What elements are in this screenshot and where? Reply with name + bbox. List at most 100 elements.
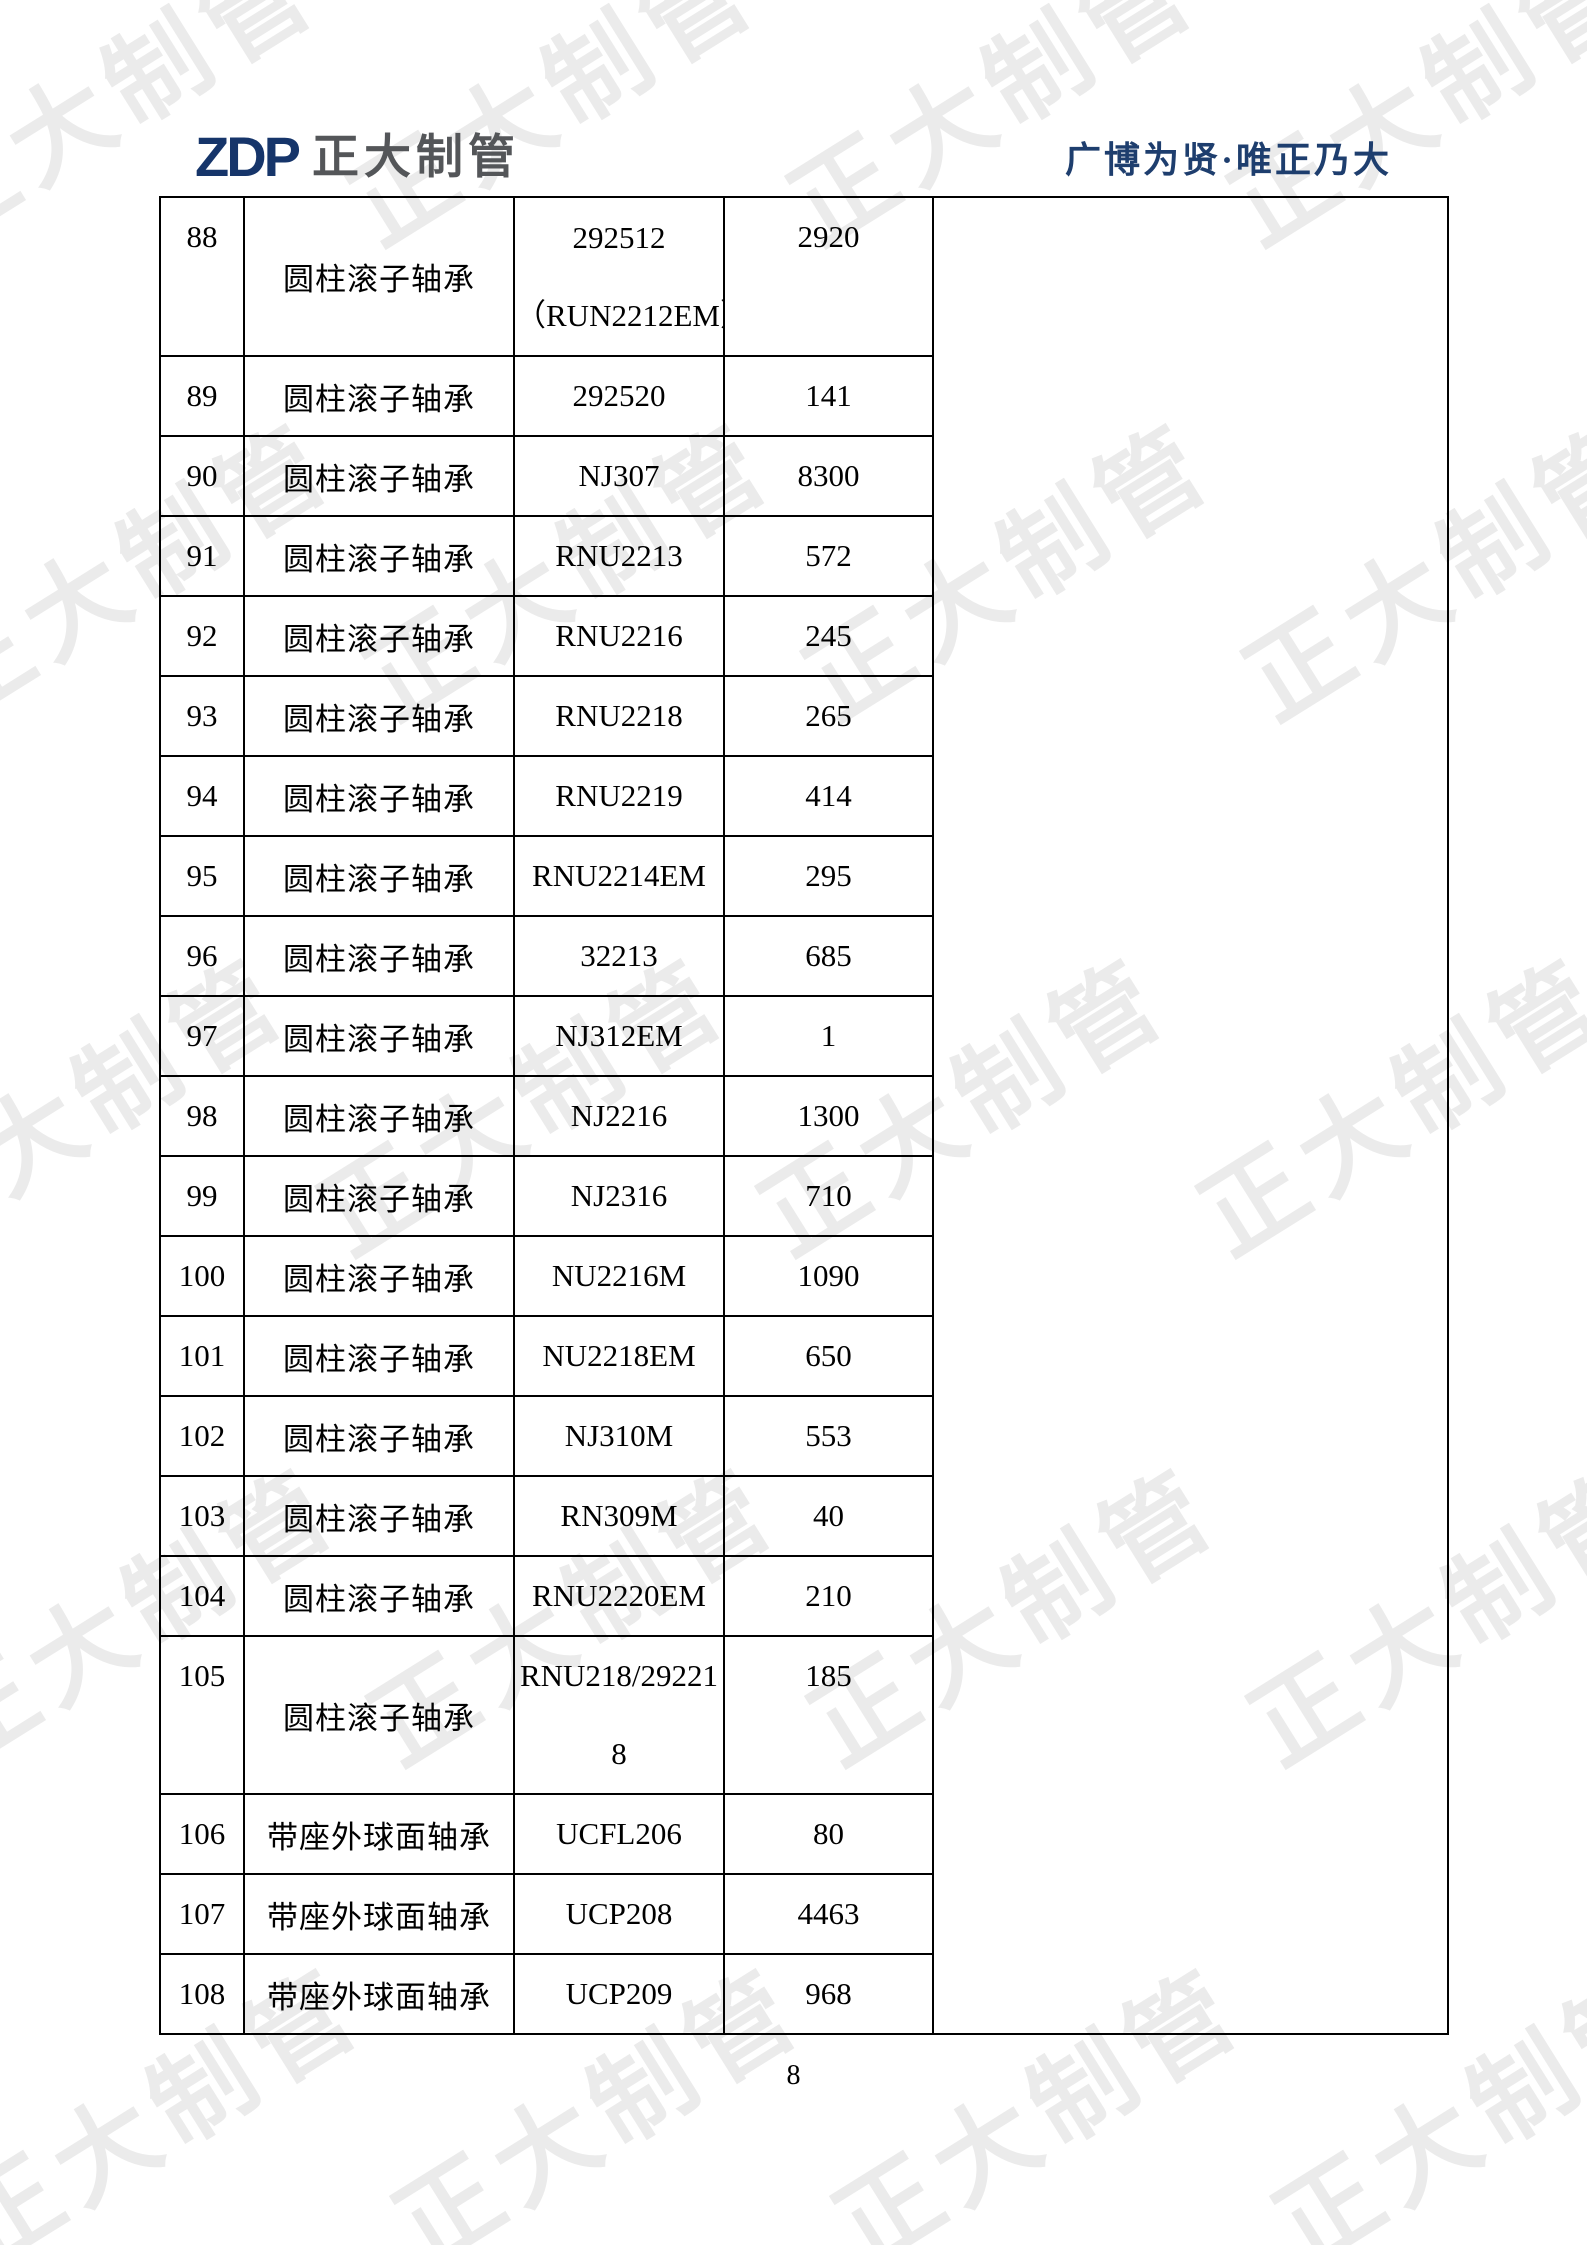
row-number-cell: 88 <box>159 196 245 357</box>
model-cell: 32213 <box>513 915 725 997</box>
model-line: NU2216M <box>551 1258 687 1293</box>
bearing-type-cell: 圆柱滚子轴承 <box>243 1075 515 1157</box>
model-cell: RNU2216 <box>513 595 725 677</box>
model-cell: RNU2218 <box>513 675 725 757</box>
company-logo: ZDP 正大制管 <box>195 125 520 188</box>
model-line: RNU2214EM <box>532 858 706 893</box>
model-cell: UCP209 <box>513 1953 725 2035</box>
inventory-table: 88圆柱滚子轴承292512（RUN2212EM）292089圆柱滚子轴承292… <box>159 196 1449 2035</box>
model-cell: NJ312EM <box>513 995 725 1077</box>
quantity-cell: 185 <box>723 1635 934 1795</box>
table-row: 99 圆柱滚子轴承 NJ2316 710 <box>159 1155 1448 1237</box>
quantity-cell: 572 <box>723 515 934 597</box>
model-line: RNU2213 <box>555 538 683 573</box>
table-row: 107 带座外球面轴承 UCP208 4463 <box>159 1873 1448 1955</box>
model-cell: NU2218EM <box>513 1315 725 1397</box>
quantity-cell: 40 <box>723 1475 934 1557</box>
logo-zdp-mark: ZDP <box>195 125 301 188</box>
table-row: 95 圆柱滚子轴承 RNU2214EM 295 <box>159 835 1448 917</box>
logo-company-name: 正大制管 <box>312 130 520 183</box>
bearing-type-cell: 圆柱滚子轴承 <box>243 915 515 997</box>
quantity-cell: 141 <box>723 355 934 437</box>
model-cell: UCP208 <box>513 1873 725 1955</box>
quantity-cell: 968 <box>723 1953 934 2035</box>
model-line: 292512 <box>572 219 666 255</box>
header-slogan: 广博为贤·唯正乃大 <box>1064 140 1392 180</box>
model-line: RNU2219 <box>555 778 683 813</box>
model-cell: RN309M <box>513 1475 725 1557</box>
row-number-cell: 102 <box>159 1395 245 1477</box>
model-line: RNU218/29221 <box>519 1658 719 1693</box>
table-row: 94 圆柱滚子轴承 RNU2219 414 <box>159 755 1448 837</box>
quantity-cell: 414 <box>723 755 934 837</box>
bearing-type-cell: 圆柱滚子轴承 <box>243 435 515 517</box>
model-cell: RNU2219 <box>513 755 725 837</box>
model-line: RNU2220EM <box>532 1578 706 1613</box>
model-line: UCP208 <box>565 1896 673 1931</box>
row-number-cell: 104 <box>159 1555 245 1637</box>
bearing-type-cell: 圆柱滚子轴承 <box>243 1475 515 1557</box>
bearing-type-cell: 圆柱滚子轴承 <box>243 755 515 837</box>
row-number-cell: 97 <box>159 995 245 1077</box>
bearing-type-cell: 圆柱滚子轴承 <box>243 1155 515 1237</box>
table-row: 98 圆柱滚子轴承 NJ2216 1300 <box>159 1075 1448 1157</box>
table-row: 96 圆柱滚子轴承 32213 685 <box>159 915 1448 997</box>
row-number-cell: 89 <box>159 355 245 437</box>
model-cell: RNU2220EM <box>513 1555 725 1637</box>
bearing-type-cell: 圆柱滚子轴承 <box>243 196 515 357</box>
row-number-cell: 103 <box>159 1475 245 1557</box>
model-cell: NJ2316 <box>513 1155 725 1237</box>
quantity-cell: 553 <box>723 1395 934 1477</box>
row-number-cell: 100 <box>159 1235 245 1317</box>
quantity-cell: 2920 <box>723 196 934 357</box>
table-row: 101 圆柱滚子轴承 NU2218EM 650 <box>159 1315 1448 1397</box>
model-line: NJ2316 <box>570 1178 668 1213</box>
model-cell: RNU2213 <box>513 515 725 597</box>
page-number: 8 <box>786 2060 801 2091</box>
model-line: NJ312EM <box>555 1018 683 1053</box>
bearing-type-cell: 带座外球面轴承 <box>243 1793 515 1875</box>
quantity-cell: 295 <box>723 835 934 917</box>
model-cell: NJ310M <box>513 1395 725 1477</box>
row-number-cell: 107 <box>159 1873 245 1955</box>
row-number-cell: 92 <box>159 595 245 677</box>
bearing-type-cell: 圆柱滚子轴承 <box>243 1395 515 1477</box>
model-line: NJ307 <box>578 458 660 493</box>
model-line: NU2218EM <box>542 1338 696 1373</box>
model-line: RNU2216 <box>555 618 683 653</box>
row-number-cell: 98 <box>159 1075 245 1157</box>
bearing-type-cell: 圆柱滚子轴承 <box>243 1315 515 1397</box>
model-cell: 292520 <box>513 355 725 437</box>
row-number-cell: 94 <box>159 755 245 837</box>
bearing-type-cell: 圆柱滚子轴承 <box>243 1635 515 1795</box>
bearing-type-cell: 圆柱滚子轴承 <box>243 515 515 597</box>
quantity-cell: 710 <box>723 1155 934 1237</box>
table-row: 108 带座外球面轴承 UCP209 968 <box>159 1953 1448 2035</box>
model-line: UCP209 <box>565 1976 673 2011</box>
model-line: UCFL206 <box>556 1816 682 1851</box>
table-row: 92 圆柱滚子轴承 RNU2216 245 <box>159 595 1448 677</box>
quantity-cell: 210 <box>723 1555 934 1637</box>
row-number-cell: 99 <box>159 1155 245 1237</box>
quantity-cell: 1090 <box>723 1235 934 1317</box>
table-row: 104 圆柱滚子轴承 RNU2220EM 210 <box>159 1555 1448 1637</box>
model-cell: 292512 （RUN2212EM） <box>513 196 725 357</box>
bearing-type-cell: 圆柱滚子轴承 <box>243 835 515 917</box>
bearing-type-cell: 带座外球面轴承 <box>243 1953 515 2035</box>
model-cell: NJ2216 <box>513 1075 725 1157</box>
bearing-type-cell: 带座外球面轴承 <box>243 1873 515 1955</box>
row-number-cell: 91 <box>159 515 245 597</box>
bearing-type-cell: 圆柱滚子轴承 <box>243 995 515 1077</box>
row-number-cell: 108 <box>159 1953 245 2035</box>
model-cell: NJ307 <box>513 435 725 517</box>
quantity-cell: 1300 <box>723 1075 934 1157</box>
model-line: RNU2218 <box>555 698 683 733</box>
quantity-cell: 265 <box>723 675 934 757</box>
model-line: （RUN2212EM） <box>515 297 722 333</box>
table-row: 105 圆柱滚子轴承 RNU218/29221 8 185 <box>159 1635 1448 1795</box>
table-row: 103 圆柱滚子轴承 RN309M 40 <box>159 1475 1448 1557</box>
table-row: 97 圆柱滚子轴承 NJ312EM 1 <box>159 995 1448 1077</box>
remarks-cell <box>932 196 1449 2035</box>
model-line: NJ310M <box>564 1418 674 1453</box>
